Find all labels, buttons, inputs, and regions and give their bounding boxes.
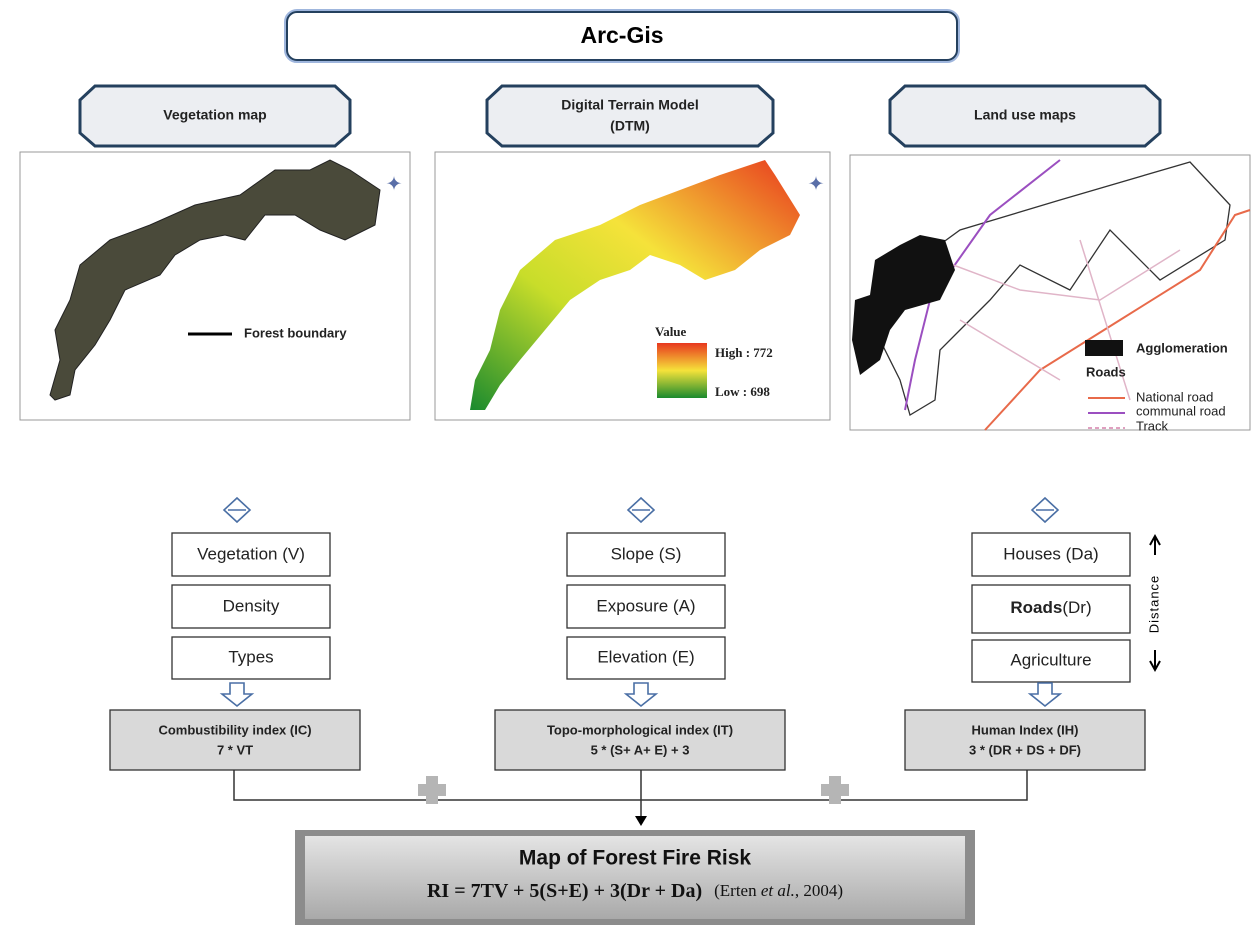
index-formula: 3 * (DR + DS + DF)	[969, 742, 1081, 757]
distance-arrow	[1150, 650, 1160, 670]
result-formula: RI = 7TV + 5(S+E) + 3(Dr + Da)	[427, 880, 702, 902]
column-title: Vegetation map	[163, 107, 266, 123]
factor-label: Roads(Dr)	[1010, 598, 1091, 617]
diagram: Arc-Gis Vegetation map Digital Terrain M…	[0, 0, 1254, 928]
column-title: Land use maps	[974, 107, 1076, 123]
north-arrow: ✦	[808, 173, 825, 195]
title-box	[487, 86, 773, 146]
column-title: Digital Terrain Model	[561, 97, 698, 113]
factor-label: Houses (Da)	[1003, 544, 1098, 563]
legend-label: Low : 698	[715, 384, 770, 399]
legend-label: communal road	[1136, 403, 1226, 418]
index-name: Topo-morphological index (IT)	[547, 722, 733, 737]
index-formula: 5 * (S+ A+ E) + 3	[591, 742, 690, 757]
header-title: Arc-Gis	[580, 22, 663, 48]
connector-arrowhead	[635, 816, 647, 826]
legend-swatch	[1085, 340, 1123, 356]
factor-label: Slope (S)	[611, 544, 682, 563]
factor-label: Types	[228, 647, 273, 666]
factor-label-bold: Roads	[1010, 598, 1062, 617]
factor-label: Exposure (A)	[596, 596, 695, 615]
column-title: (DTM)	[610, 118, 650, 134]
index-box	[495, 710, 785, 770]
legend-label: Track	[1136, 418, 1169, 433]
index-formula: 7 * VT	[217, 742, 253, 757]
factor-label: Agriculture	[1010, 650, 1091, 669]
legend-ramp	[657, 343, 707, 398]
distance-arrow	[1150, 536, 1160, 555]
index-name: Human Index (IH)	[972, 722, 1079, 737]
legend-label: National road	[1136, 389, 1213, 404]
index-box	[905, 710, 1145, 770]
factor-label-rest: (Dr)	[1062, 598, 1091, 617]
citation-italic: et al.	[761, 881, 795, 900]
citation: (Erten	[714, 881, 761, 900]
factor-label: Density	[223, 596, 280, 615]
legend-label: Roads	[1086, 364, 1126, 379]
citation: , 2004)	[795, 881, 843, 900]
connector	[234, 770, 1027, 818]
legend-label: Forest boundary	[244, 325, 347, 340]
factor-label: Vegetation (V)	[197, 544, 305, 563]
legend-label: Agglomeration	[1136, 340, 1228, 355]
distance-label: Distance	[1146, 575, 1161, 634]
result-formula-line: RI = 7TV + 5(S+E) + 3(Dr + Da) (Erten et …	[427, 880, 843, 902]
double-arrow	[224, 498, 1058, 522]
index-name: Combustibility index (IC)	[158, 722, 311, 737]
north-arrow: ✦	[386, 173, 403, 195]
down-arrow	[222, 683, 1060, 706]
index-box	[110, 710, 360, 770]
factor-label: Elevation (E)	[597, 647, 694, 666]
legend-title: Value	[655, 324, 687, 339]
result-title: Map of Forest Fire Risk	[519, 847, 752, 870]
legend-label: High : 772	[715, 345, 773, 360]
